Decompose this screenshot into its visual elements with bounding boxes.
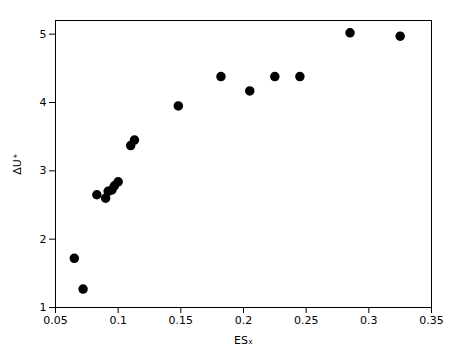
svg-text:4: 4 xyxy=(40,96,47,109)
svg-text:0.25: 0.25 xyxy=(294,314,319,327)
svg-text:ESₓ: ESₓ xyxy=(234,334,253,347)
svg-text:ΔU⁺: ΔU⁺ xyxy=(11,153,24,175)
svg-text:0.05: 0.05 xyxy=(43,314,68,327)
svg-text:3: 3 xyxy=(40,164,47,177)
svg-text:0.35: 0.35 xyxy=(419,314,444,327)
svg-text:0.2: 0.2 xyxy=(235,314,253,327)
svg-text:1: 1 xyxy=(40,301,47,314)
svg-text:5: 5 xyxy=(40,28,47,41)
svg-text:0.15: 0.15 xyxy=(169,314,194,327)
svg-text:0.1: 0.1 xyxy=(109,314,127,327)
svg-text:2: 2 xyxy=(40,233,47,246)
svg-text:0.3: 0.3 xyxy=(360,314,378,327)
